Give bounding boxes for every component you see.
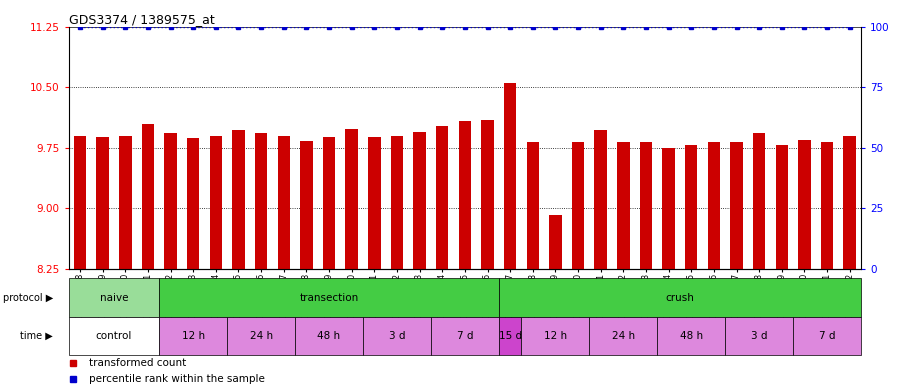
Text: 7 d: 7 d bbox=[819, 331, 835, 341]
Bar bbox=[527, 142, 539, 269]
Text: 12 h: 12 h bbox=[181, 331, 205, 341]
Bar bbox=[821, 142, 834, 269]
Bar bbox=[255, 133, 267, 269]
Bar bbox=[708, 142, 720, 269]
Bar bbox=[639, 142, 652, 269]
Bar bbox=[159, 278, 499, 317]
Bar bbox=[504, 83, 517, 269]
Bar bbox=[295, 317, 363, 355]
Bar bbox=[798, 140, 811, 269]
Text: 12 h: 12 h bbox=[544, 331, 567, 341]
Bar bbox=[300, 141, 312, 269]
Text: 24 h: 24 h bbox=[612, 331, 635, 341]
Bar bbox=[793, 317, 861, 355]
Text: GDS3374 / 1389575_at: GDS3374 / 1389575_at bbox=[69, 13, 214, 26]
Bar bbox=[617, 142, 629, 269]
Bar bbox=[413, 132, 426, 269]
Text: 48 h: 48 h bbox=[318, 331, 341, 341]
Bar bbox=[753, 133, 766, 269]
Bar bbox=[481, 120, 494, 269]
Bar bbox=[210, 136, 222, 269]
Bar bbox=[96, 137, 109, 269]
Text: percentile rank within the sample: percentile rank within the sample bbox=[89, 374, 265, 384]
Text: naive: naive bbox=[100, 293, 128, 303]
Bar bbox=[363, 317, 431, 355]
Bar bbox=[74, 136, 86, 269]
Bar bbox=[142, 124, 154, 269]
Bar bbox=[844, 136, 856, 269]
Text: 3 d: 3 d bbox=[388, 331, 405, 341]
Bar bbox=[322, 137, 335, 269]
Text: 3 d: 3 d bbox=[751, 331, 768, 341]
Bar bbox=[730, 142, 743, 269]
Bar bbox=[278, 136, 290, 269]
Text: control: control bbox=[96, 331, 132, 341]
Text: transformed count: transformed count bbox=[89, 358, 186, 368]
Bar bbox=[572, 142, 584, 269]
Text: transection: transection bbox=[300, 293, 359, 303]
Bar bbox=[521, 317, 589, 355]
Bar bbox=[499, 317, 521, 355]
Bar bbox=[227, 317, 295, 355]
Bar bbox=[459, 121, 471, 269]
Text: 24 h: 24 h bbox=[249, 331, 273, 341]
Bar bbox=[436, 126, 449, 269]
Text: 15 d: 15 d bbox=[498, 331, 522, 341]
Bar bbox=[725, 317, 793, 355]
Text: time ▶: time ▶ bbox=[20, 331, 53, 341]
Bar bbox=[594, 130, 607, 269]
Bar bbox=[776, 146, 788, 269]
Bar bbox=[391, 136, 403, 269]
Bar bbox=[685, 146, 697, 269]
Text: 48 h: 48 h bbox=[680, 331, 703, 341]
Bar bbox=[589, 317, 658, 355]
Bar bbox=[187, 138, 200, 269]
Bar bbox=[233, 130, 245, 269]
Bar bbox=[69, 278, 159, 317]
Bar bbox=[159, 317, 227, 355]
Bar bbox=[662, 148, 675, 269]
Text: protocol ▶: protocol ▶ bbox=[3, 293, 53, 303]
Bar bbox=[499, 278, 861, 317]
Bar bbox=[345, 129, 358, 269]
Bar bbox=[550, 215, 562, 269]
Bar bbox=[431, 317, 499, 355]
Bar bbox=[119, 136, 132, 269]
Bar bbox=[368, 137, 380, 269]
Text: 7 d: 7 d bbox=[456, 331, 474, 341]
Bar bbox=[164, 133, 177, 269]
Bar bbox=[69, 317, 159, 355]
Text: crush: crush bbox=[666, 293, 694, 303]
Bar bbox=[658, 317, 725, 355]
